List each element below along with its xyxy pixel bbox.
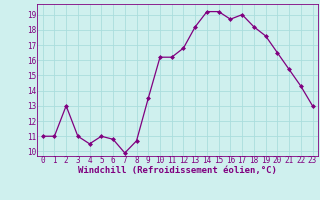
X-axis label: Windchill (Refroidissement éolien,°C): Windchill (Refroidissement éolien,°C) <box>78 166 277 175</box>
